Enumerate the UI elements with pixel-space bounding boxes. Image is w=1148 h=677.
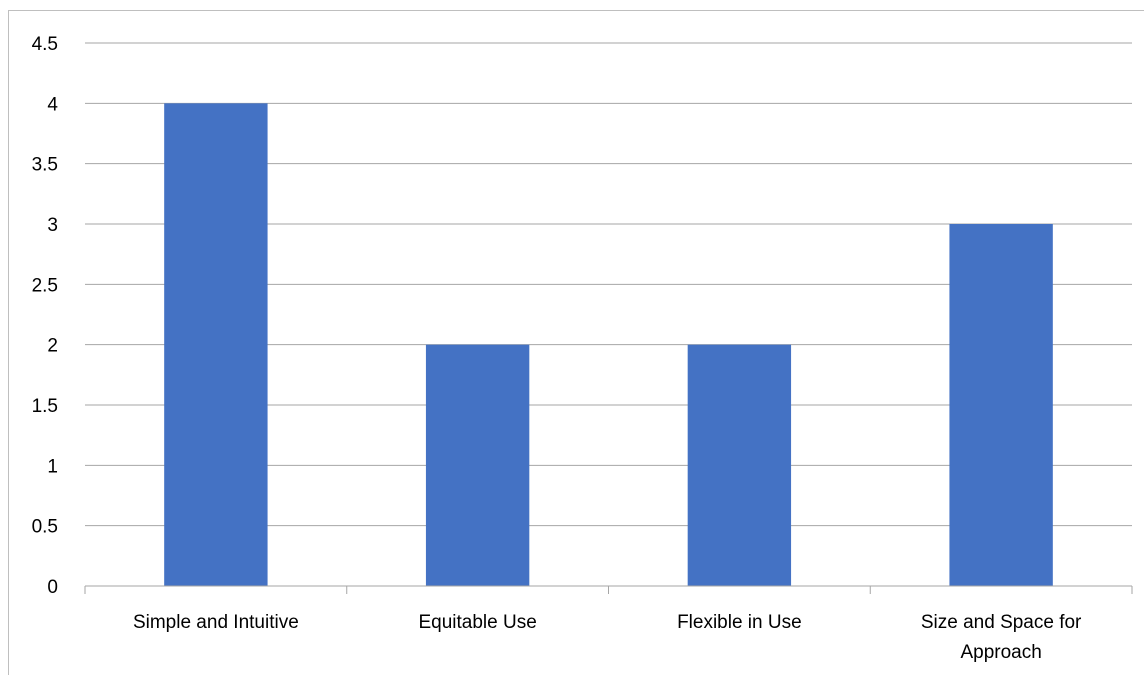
bar [949, 224, 1053, 586]
bar [164, 103, 268, 586]
bars [164, 103, 1053, 586]
chart-frame [8, 10, 1144, 675]
y-tick-label: 4.5 [32, 34, 58, 55]
y-tick-label: 2 [47, 336, 58, 357]
axes [84, 585, 1133, 594]
y-tick-label: 0 [47, 577, 58, 598]
y-tick-label: 3.5 [32, 155, 58, 176]
bar [687, 344, 792, 586]
x-category-labels: Simple and Intuitive Equitable Use Flexibl… [133, 612, 1082, 663]
y-tick-label: 1.5 [32, 396, 58, 417]
x-category-label-line: Flexible in Use [677, 612, 802, 633]
y-tick-label: 1 [47, 456, 58, 477]
bar [425, 344, 530, 586]
y-tick-label: 3 [47, 215, 58, 236]
x-category-label-line: Size and Space for [921, 612, 1082, 633]
x-category-label-line: Simple and Intuitive [133, 612, 299, 633]
x-category-label: Flexible in Use [677, 612, 802, 633]
y-tick-labels: 0 0.5 1 1.5 2 2.5 3 3.5 4 4.5 [32, 34, 59, 598]
x-category-label-line: Equitable Use [418, 612, 536, 633]
x-category-label: Equitable Use [418, 612, 536, 633]
y-tick-label: 4 [47, 94, 58, 115]
x-category-label: Size and Space for Approach [921, 612, 1082, 663]
x-category-label: Simple and Intuitive [133, 612, 299, 633]
y-tick-label: 0.5 [32, 517, 58, 538]
y-tick-label: 2.5 [32, 275, 58, 296]
x-category-label-line: Approach [960, 642, 1041, 663]
